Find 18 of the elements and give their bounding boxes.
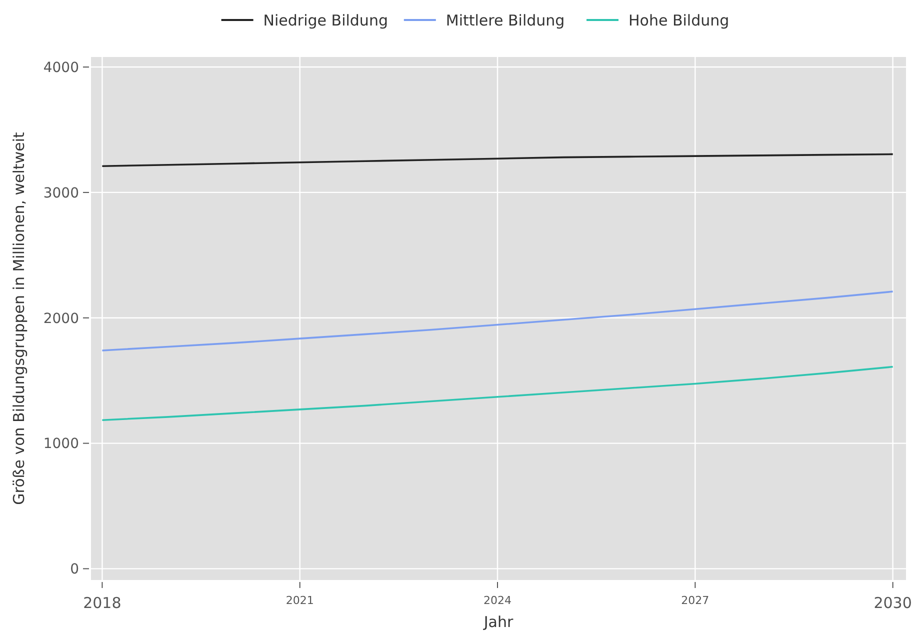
legend-label: Hohe Bildung [628,11,730,30]
line-series [101,290,894,352]
legend-label: Mittlere Bildung [446,11,565,30]
line-series [101,366,894,421]
legend-label: Niedrige Bildung [263,11,388,30]
x-tick-label: 2021 [286,594,314,607]
x-tick-label: 2030 [874,594,912,612]
line-series [101,153,894,168]
x-tick-label: 2027 [681,594,710,607]
x-tick-label: 2018 [83,594,122,612]
y-axis-title: Größe von Bildungsgruppen in Millionen, weltweit [10,132,28,505]
x-tick-label: 2024 [484,594,512,607]
y-tick-label: 4000 [43,60,79,76]
y-tick-label: 2000 [43,310,79,327]
y-tick-label: 0 [70,562,79,578]
x-axis-title: Jahr [482,613,514,631]
y-tick-label: 1000 [43,436,79,452]
y-tick-label: 3000 [43,185,79,202]
